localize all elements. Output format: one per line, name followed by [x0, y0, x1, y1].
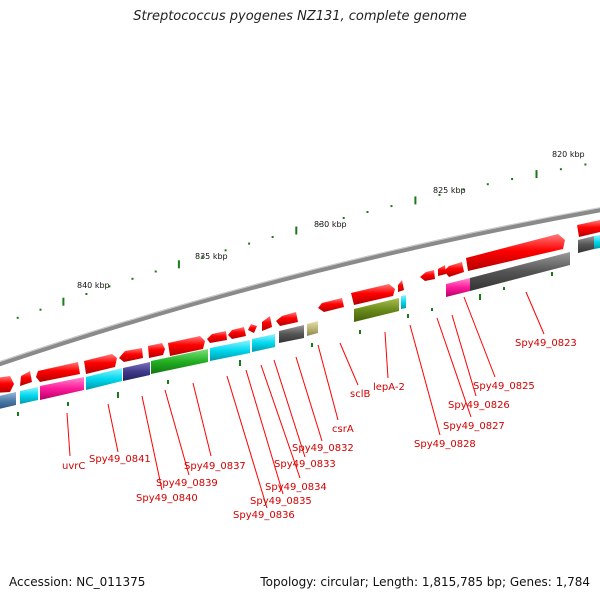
cds-feature: [36, 362, 80, 382]
cds-feature: [168, 336, 205, 356]
inner-ticks: [17, 272, 553, 416]
cds-feature: [577, 220, 600, 237]
cds-feature: [420, 270, 435, 281]
gene-label: Spy49_0828: [414, 439, 476, 450]
cds-feature: [0, 392, 16, 409]
cds-feature: [119, 348, 143, 362]
cds-feature: [248, 324, 257, 333]
genome-backbone: [0, 207, 600, 367]
cds-feature: [20, 371, 32, 386]
cds-feature: [466, 234, 565, 271]
gene-label: Spy49_0836: [233, 510, 295, 521]
genome-backbone-highlight: [0, 207, 600, 363]
gene-label: Spy49_0834: [265, 482, 327, 493]
scale-label-820: 820 kbp: [552, 150, 585, 159]
reverse-strand-features: [0, 235, 600, 409]
cds-feature: [123, 362, 150, 381]
cds-feature: [228, 327, 246, 339]
gene-label: Spy49_0823: [515, 338, 577, 349]
cds-feature: [262, 316, 272, 331]
cds-feature: [446, 278, 470, 297]
gene-label: csrA: [332, 424, 354, 435]
scale-label-835: 835 kbp: [195, 252, 228, 261]
gene-label: Spy49_0827: [443, 421, 505, 432]
genome-stats-text: Topology: circular; Length: 1,815,785 bp…: [260, 575, 590, 589]
cds-feature: [578, 236, 594, 253]
cds-feature: [438, 265, 446, 276]
cds-feature: [210, 340, 250, 361]
gene-label: Spy49_0835: [250, 496, 312, 507]
gene-label: Spy49_0841: [89, 454, 151, 465]
cds-feature: [594, 235, 600, 249]
cds-feature: [86, 368, 122, 390]
gene-label: Spy49_0840: [136, 493, 198, 504]
gene-label: Spy49_0837: [184, 461, 246, 472]
scale-ticks: [16, 163, 587, 319]
gene-label: Spy49_0833: [274, 459, 336, 470]
cds-feature: [354, 298, 399, 322]
cds-feature: [279, 325, 304, 343]
scale-label-830: 830 kbp: [314, 220, 347, 229]
cds-feature: [252, 334, 275, 352]
cds-feature: [151, 349, 208, 374]
scale-label-825: 825 kbp: [433, 186, 466, 195]
gene-label: Spy49_0826: [448, 400, 510, 411]
scale-label-840: 840 kbp: [77, 281, 110, 290]
cds-feature: [0, 376, 14, 393]
forward-strand-features: [0, 220, 600, 393]
cds-feature: [318, 298, 344, 312]
gene-label: sclB: [350, 389, 370, 400]
cds-feature: [207, 331, 227, 343]
scale-labels: 820 kbp 825 kbp 830 kbp 835 kbp 840 kbp: [77, 150, 585, 290]
gene-label: lepA-2: [373, 382, 405, 393]
cds-feature: [307, 321, 318, 336]
cds-feature: [444, 262, 464, 277]
cds-feature: [84, 354, 117, 374]
cds-feature: [398, 280, 404, 292]
accession-text: Accession: NC_011375: [9, 575, 146, 589]
map-title: Streptococcus pyogenes NZ131, complete g…: [133, 9, 467, 24]
cds-feature: [401, 295, 406, 309]
cds-feature: [276, 312, 298, 326]
cds-feature: [40, 377, 84, 400]
gene-labels: Spy49_0823 Spy49_0825 Spy49_0826 Spy49_0…: [62, 338, 577, 521]
gene-label: Spy49_0832: [292, 443, 354, 454]
cds-feature: [20, 387, 38, 404]
cds-feature: [148, 343, 165, 358]
cds-feature: [351, 284, 395, 305]
cds-feature: [470, 252, 570, 291]
label-leaders: [66, 291, 545, 509]
gene-label: Spy49_0839: [156, 478, 218, 489]
gene-label: uvrC: [62, 461, 85, 472]
gene-label: Spy49_0825: [473, 381, 535, 392]
